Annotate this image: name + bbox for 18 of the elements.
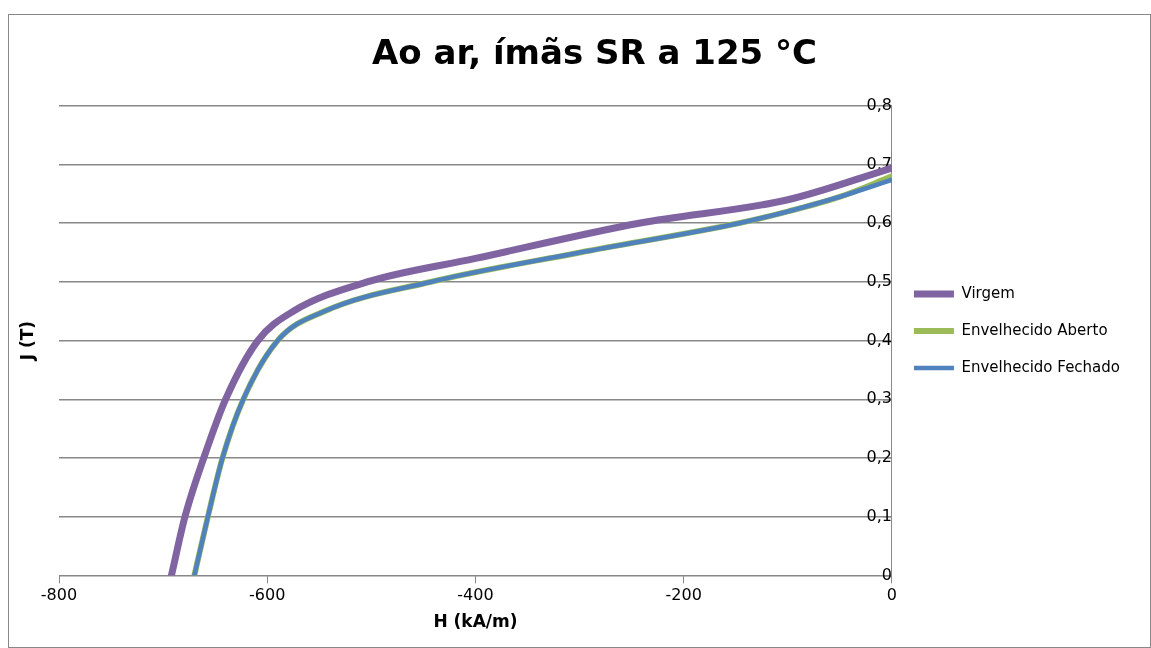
y-tick-label: 0,3 [866, 388, 892, 408]
y-tick-label: 0,8 [866, 94, 892, 114]
y-tick-label: 0,6 [866, 212, 892, 232]
y-tick-label: 0,2 [866, 447, 892, 467]
x-tick-label: -800 [40, 585, 78, 605]
y-axis-title: J (T) [17, 320, 38, 362]
x-axis-title: H (kA/m) [433, 611, 518, 632]
legend-label: Envelhecido Aberto [961, 320, 1108, 339]
x-tick-label: -200 [665, 585, 702, 605]
y-tick-label: 0 [881, 564, 892, 584]
legend-label: Envelhecido Fechado [961, 357, 1121, 376]
chart-title: Ao ar, ímãs SR a 125 °C [371, 32, 818, 73]
x-tick-label: -600 [249, 585, 286, 605]
y-tick-label: 0,5 [866, 271, 892, 291]
legend-label: Virgem [961, 283, 1015, 302]
x-tick-label: -400 [457, 585, 494, 605]
y-tick-label: 0,4 [866, 329, 892, 349]
y-tick-label: 0,1 [866, 505, 892, 525]
